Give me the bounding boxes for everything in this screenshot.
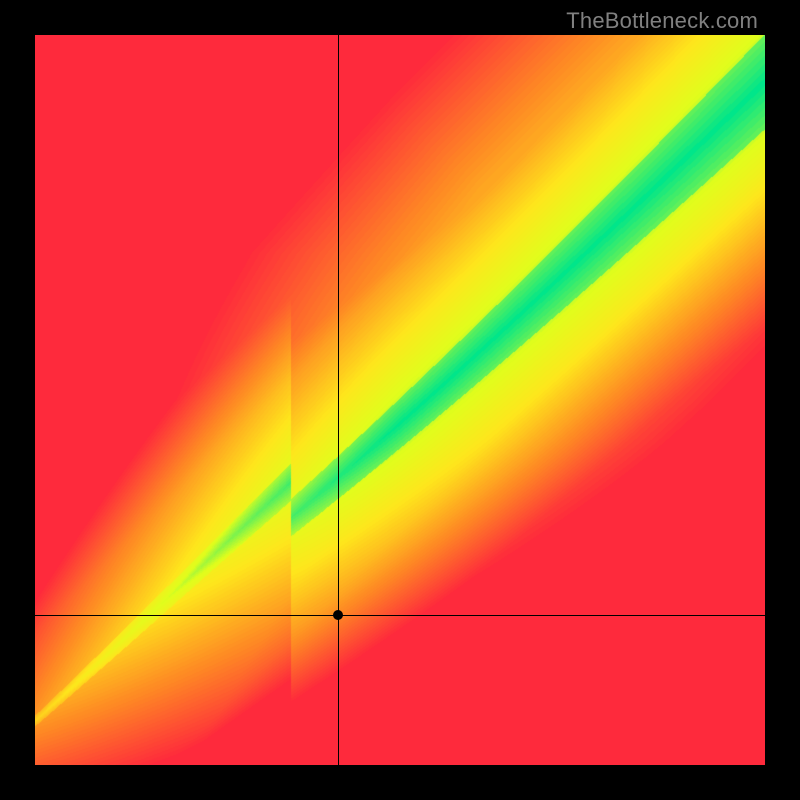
selection-point <box>333 610 343 620</box>
watermark-text: TheBottleneck.com <box>566 8 758 34</box>
heatmap-canvas <box>35 35 765 765</box>
bottleneck-heatmap <box>35 35 765 765</box>
crosshair-vertical <box>338 35 339 765</box>
crosshair-horizontal <box>35 615 765 616</box>
